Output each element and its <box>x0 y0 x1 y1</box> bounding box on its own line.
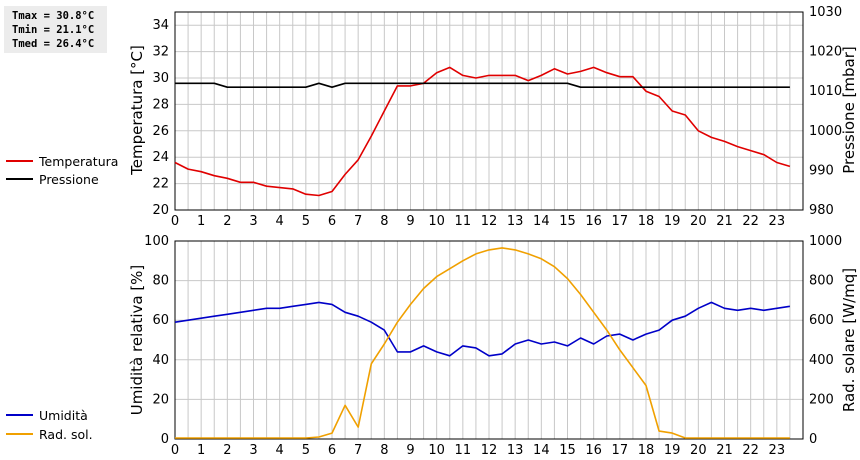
top-x-tick-label: 2 <box>223 214 231 229</box>
top-left-tick-label: 26 <box>152 124 169 139</box>
top-x-tick-label: 17 <box>612 214 629 229</box>
bottom-left-tick-label: 20 <box>152 392 169 407</box>
top-x-tick-label: 12 <box>481 214 498 229</box>
top-right-axis-label: Pressione [mbar] <box>840 46 858 174</box>
top-left-tick-label: 22 <box>152 177 169 192</box>
bottom-x-tick-label: 21 <box>716 443 733 458</box>
top-left-tick-label: 28 <box>152 97 169 112</box>
bottom-right-tick-label: 400 <box>809 353 834 368</box>
top-plot-frame <box>174 11 804 211</box>
top-x-tick-label: 1 <box>197 214 205 229</box>
top-left-tick-label: 30 <box>152 71 169 86</box>
top-right-tick-label: 1010 <box>809 84 842 99</box>
bottom-x-tick-label: 1 <box>197 443 205 458</box>
top-x-tick-label: 11 <box>455 214 472 229</box>
top-x-tick-label: 16 <box>585 214 602 229</box>
bottom-left-tick-label: 60 <box>152 313 169 328</box>
bottom-x-tick-label: 5 <box>302 443 310 458</box>
bottom-x-tick-label: 2 <box>223 443 231 458</box>
bottom-left-tick-label: 40 <box>152 353 169 368</box>
top-left-tick-label: 32 <box>152 45 169 60</box>
bottom-x-tick-label: 9 <box>406 443 414 458</box>
bottom-x-tick-label: 7 <box>354 443 362 458</box>
rad-sol-series-line <box>175 247 790 439</box>
legend-bottom: Umidità Rad. sol. <box>6 408 93 442</box>
bottom-left-axis-label: Umidità relativa [%] <box>128 265 146 416</box>
top-x-tick-label: 20 <box>690 214 707 229</box>
top-x-tick-label: 15 <box>559 214 576 229</box>
top-x-tick-label: 23 <box>769 214 786 229</box>
bottom-right-tick-label: 600 <box>809 313 834 328</box>
top-x-tick-label: 4 <box>276 214 284 229</box>
bottom-right-tick-label: 200 <box>809 392 834 407</box>
top-right-tick-label: 1030 <box>809 5 842 20</box>
bottom-plot-frame <box>174 240 804 440</box>
legend-radiation-label: Rad. sol. <box>39 427 93 442</box>
top-x-tick-label: 21 <box>716 214 733 229</box>
bottom-x-tick-label: 10 <box>428 443 445 458</box>
bottom-right-axis-label: Rad. solare [W/mq] <box>840 268 858 412</box>
bottom-x-tick-label: 23 <box>769 443 786 458</box>
legend-humidity-label: Umidità <box>39 408 88 423</box>
top-x-tick-label: 18 <box>638 214 655 229</box>
bottom-x-tick-label: 18 <box>638 443 655 458</box>
bottom-x-tick-label: 17 <box>612 443 629 458</box>
top-x-tick-label: 10 <box>428 214 445 229</box>
legend-pressure-label: Pressione <box>39 172 99 187</box>
top-x-tick-label: 6 <box>328 214 336 229</box>
bottom-x-tick-label: 8 <box>380 443 388 458</box>
top-left-axis-label: Temperatura [°C] <box>128 45 146 176</box>
top-right-tick-label: 1000 <box>809 124 842 139</box>
tmed-text: Tmed = 26.4°C <box>12 38 95 50</box>
top-x-tick-label: 5 <box>302 214 310 229</box>
top-x-tick-label: 9 <box>406 214 414 229</box>
bottom-x-tick-label: 19 <box>664 443 681 458</box>
pressione-series-line <box>175 82 790 88</box>
bottom-right-tick-label: 800 <box>809 274 834 289</box>
bottom-x-tick-label: 3 <box>249 443 257 458</box>
bottom-x-tick-label: 16 <box>585 443 602 458</box>
bottom-left-tick-label: 0 <box>161 432 169 447</box>
top-x-tick-label: 13 <box>507 214 524 229</box>
bottom-x-tick-label: 14 <box>533 443 550 458</box>
bottom-right-tick-label: 0 <box>809 432 817 447</box>
legend-temperature-label: Temperatura <box>38 154 118 169</box>
bottom-x-tick-label: 6 <box>328 443 336 458</box>
temperatura-series-line <box>174 66 791 197</box>
bottom-x-tick-label: 0 <box>171 443 179 458</box>
top-x-tick-label: 22 <box>742 214 759 229</box>
bottom-x-tick-label: 15 <box>559 443 576 458</box>
bottom-right-tick-label: 1000 <box>809 234 842 249</box>
top-left-tick-label: 34 <box>152 18 169 33</box>
bottom-x-tick-label: 12 <box>481 443 498 458</box>
top-x-tick-label: 3 <box>249 214 257 229</box>
top-left-tick-label: 24 <box>152 150 169 165</box>
top-x-tick-label: 0 <box>171 214 179 229</box>
bottom-x-tick-label: 11 <box>455 443 472 458</box>
top-x-tick-label: 7 <box>354 214 362 229</box>
umidit-series-line <box>174 301 791 357</box>
tmin-text: Tmin = 21.1°C <box>12 24 95 36</box>
tmax-text: Tmax = 30.8°C <box>12 10 95 22</box>
bottom-x-tick-label: 4 <box>276 443 284 458</box>
top-x-tick-label: 8 <box>380 214 388 229</box>
legend-top: Temperatura Pressione <box>6 154 118 187</box>
top-right-tick-label: 980 <box>809 203 834 218</box>
bottom-x-tick-label: 13 <box>507 443 524 458</box>
stats-box: Tmax = 30.8°C Tmin = 21.1°C Tmed = 26.4°… <box>4 6 107 53</box>
top-x-tick-label: 14 <box>533 214 550 229</box>
bottom-x-tick-label: 22 <box>742 443 759 458</box>
bottom-left-tick-label: 100 <box>144 234 169 249</box>
top-left-tick-label: 20 <box>152 203 169 218</box>
top-x-tick-label: 19 <box>664 214 681 229</box>
top-right-tick-label: 1020 <box>809 45 842 60</box>
bottom-x-tick-label: 20 <box>690 443 707 458</box>
top-right-tick-label: 990 <box>809 163 834 178</box>
bottom-left-tick-label: 80 <box>152 274 169 289</box>
